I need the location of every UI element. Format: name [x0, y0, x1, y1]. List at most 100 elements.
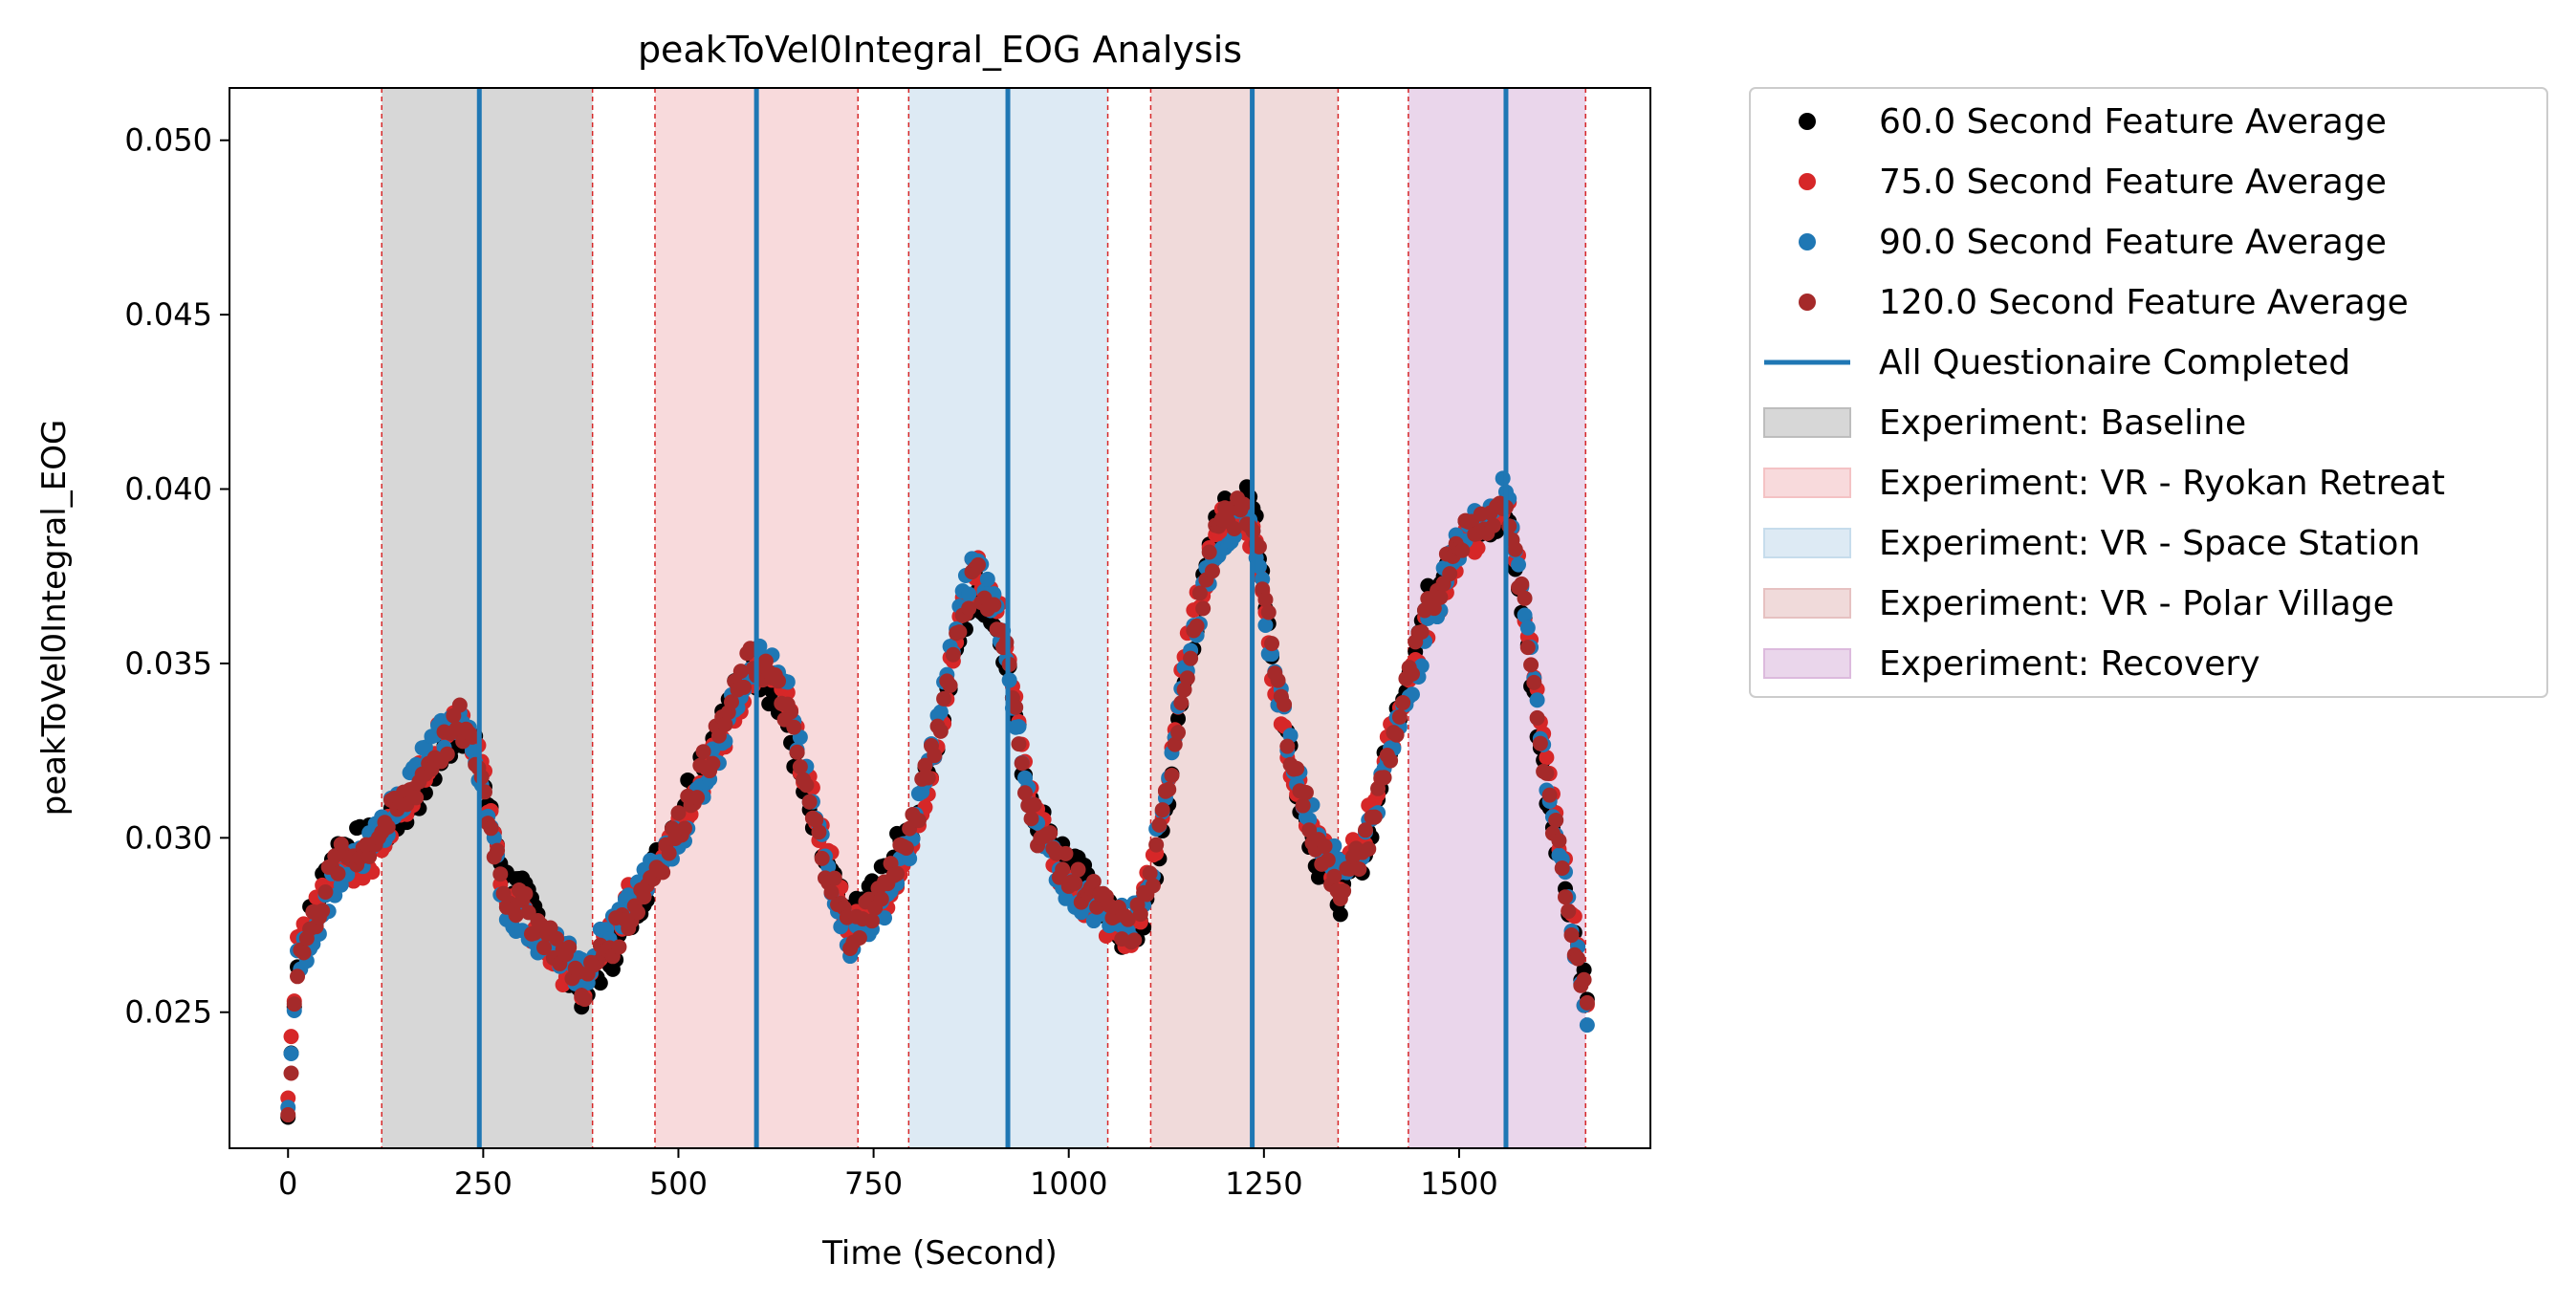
data-point-s3-26: [361, 848, 378, 864]
data-point-s3-90: [561, 939, 578, 955]
x-tick-label: 250: [454, 1165, 513, 1202]
data-point-s3-195: [889, 865, 906, 882]
data-point-s2-327: [1301, 812, 1318, 828]
data-point-s3-244: [1042, 825, 1059, 841]
data-point-s3-161: [783, 704, 799, 720]
data-point-s3-296: [1204, 563, 1220, 579]
data-point-s3-41: [408, 790, 425, 806]
x-ticks: 0 250 500 750 1000 1250 1500: [278, 1148, 1498, 1202]
y-tick-label: 0.025: [124, 994, 212, 1031]
data-point-s3-291: [1189, 618, 1205, 634]
data-point-s3-287: [1176, 682, 1192, 698]
data-point-s3-167: [801, 794, 818, 810]
data-point-s3-73: [508, 907, 524, 924]
data-point-s3-295: [1201, 544, 1217, 560]
data-point-s3-106: [611, 939, 627, 955]
data-point-s3-311: [1251, 538, 1267, 555]
legend-marker-8: [1763, 588, 1851, 619]
data-point-s3-133: [695, 744, 711, 760]
data-point-s3-207: [927, 748, 943, 764]
data-point-s3-338: [1336, 882, 1352, 899]
data-point-s3-280: [1154, 802, 1170, 818]
data-point-s3-125: [670, 805, 687, 821]
data-point-s3-319: [1277, 696, 1293, 712]
data-point-s3-269: [1120, 911, 1136, 927]
data-point-s3-174: [823, 884, 840, 901]
data-point-s3-282: [1161, 781, 1177, 797]
data-point-s3-376: [1454, 542, 1471, 558]
data-point-s3-11: [315, 903, 331, 919]
data-point-s3-284: [1167, 736, 1183, 752]
data-point-s3-55: [451, 697, 468, 713]
data-point-s3-313: [1257, 592, 1274, 608]
legend-label: 90.0 Second Feature Average: [1879, 223, 2387, 262]
data-point-s3-327: [1301, 822, 1318, 838]
y-tick-label: 0.035: [124, 645, 212, 682]
data-point-s3-166: [798, 777, 815, 794]
data-point-s3-218: [961, 600, 977, 617]
data-point-s2-1: [283, 1045, 299, 1061]
data-point-s2-400: [1529, 692, 1545, 708]
data-point-s3-283: [1164, 767, 1180, 783]
data-point-s3-67: [490, 842, 506, 859]
data-point-s3-252: [1067, 875, 1083, 891]
data-point-s1-1: [283, 1029, 299, 1045]
legend-marker-6: [1763, 468, 1851, 498]
data-point-s3-259: [1089, 899, 1105, 915]
data-point-s2-224: [979, 571, 995, 587]
data-point-s3-325: [1295, 797, 1311, 814]
x-tick-label: 1500: [1420, 1165, 1497, 1202]
plot-frame: [229, 87, 1651, 1149]
legend-marker-7: [1763, 528, 1851, 558]
data-point-s3-333: [1320, 852, 1336, 868]
data-point-s3-408: [1554, 860, 1570, 876]
data-point-s3-120: [655, 864, 671, 881]
data-point-s3-3: [290, 969, 306, 985]
data-point-s3-169: [808, 812, 824, 828]
data-point-s3-238: [1023, 811, 1039, 827]
legend-label: Experiment: Recovery: [1879, 644, 2260, 684]
data-point-s0-100: [592, 975, 608, 991]
data-point-s3-198: [898, 839, 914, 856]
data-point-s3-411: [1563, 927, 1580, 944]
data-point-s3-59: [464, 729, 480, 745]
data-point-s3-346: [1361, 840, 1377, 857]
data-point-s3-0: [280, 1107, 296, 1123]
data-point-s3-2: [286, 996, 302, 1012]
y-ticks: 0.025 0.030 0.035 0.040 0.045 0.050: [124, 122, 229, 1031]
data-point-s3-12: [317, 883, 334, 900]
data-point-s3-403: [1539, 765, 1555, 781]
data-point-s3-320: [1279, 738, 1296, 754]
data-point-s3-138: [710, 728, 727, 744]
data-point-s3-396: [1517, 590, 1533, 606]
data-point-s3-409: [1558, 889, 1574, 905]
data-point-s3-348: [1366, 809, 1383, 825]
legend-frame: [1749, 87, 2548, 698]
data-point-s3-142: [723, 694, 739, 710]
legend-marker-2: [1799, 233, 1816, 250]
data-point-s3-332: [1317, 838, 1333, 855]
data-point-s3-306: [1235, 496, 1252, 512]
data-point-s3-335: [1326, 868, 1343, 884]
data-point-s3-415: [1576, 971, 1592, 988]
data-point-s2-218: [961, 586, 977, 602]
data-point-s3-162: [786, 719, 802, 735]
data-point-s3-286: [1173, 695, 1190, 711]
data-point-s3-400: [1529, 709, 1545, 726]
data-point-s3-249: [1058, 845, 1074, 861]
data-point-s3-289: [1183, 650, 1199, 666]
data-point-s3-355: [1388, 727, 1405, 743]
data-point-s3-76: [517, 885, 534, 902]
data-point-s3-248: [1055, 861, 1071, 878]
data-point-s3-363: [1413, 623, 1430, 640]
legend-label: All Questionaire Completed: [1879, 343, 2350, 382]
data-point-s3-317: [1270, 672, 1286, 688]
data-point-s3-343: [1351, 860, 1367, 877]
data-point-s3-386: [1485, 517, 1501, 533]
data-point-s3-16: [330, 865, 346, 882]
data-point-s3-95: [577, 991, 593, 1008]
x-tick-label: 750: [844, 1165, 903, 1202]
data-point-s3-136: [705, 755, 721, 772]
